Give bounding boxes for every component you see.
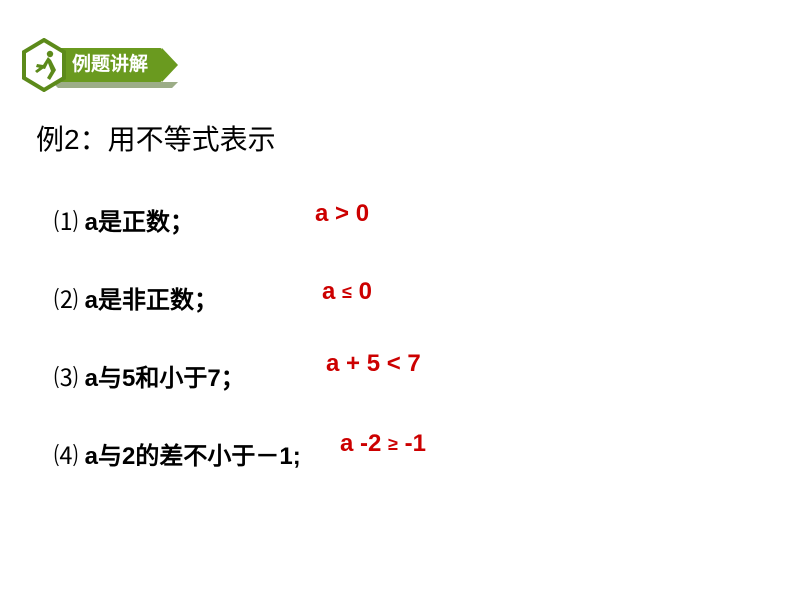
item-2-answer: a ≤ 0	[322, 278, 372, 306]
section-badge: 例题讲解	[20, 38, 162, 92]
item-4-answer: a -2 ≥ -1	[340, 430, 426, 458]
item-3-answer: a + 5 < 7	[326, 350, 421, 378]
item-1: ⑴ a是正数；	[54, 202, 754, 237]
item-4-text: ⑷ a与2的差不小于－1;	[54, 436, 301, 471]
item-2-text: ⑵ a是非正数；	[54, 280, 218, 315]
item-1-text: ⑴ a是正数；	[54, 202, 194, 237]
badge-label: 例题讲解	[52, 48, 162, 82]
item-3-text: ⑶ a与5和小于7；	[54, 358, 245, 393]
runner-hex-icon	[20, 38, 68, 92]
item-1-answer: a > 0	[315, 200, 369, 228]
example-title: 例2：用不等式表示	[36, 118, 276, 158]
item-2: ⑵ a是非正数；	[54, 280, 754, 315]
